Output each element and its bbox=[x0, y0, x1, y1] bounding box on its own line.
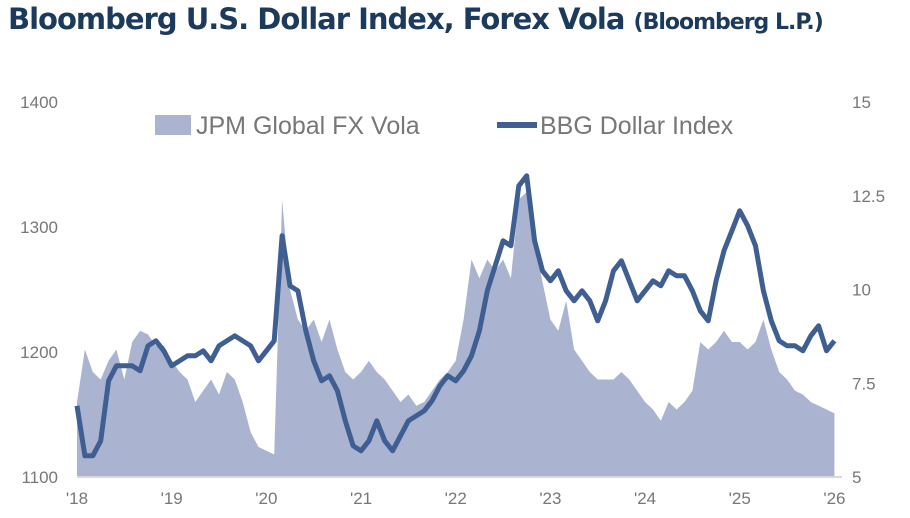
y-left-tick-label: 1200 bbox=[20, 343, 58, 362]
y-left-tick-label: 1100 bbox=[21, 468, 58, 487]
x-tick-label: '25 bbox=[729, 489, 751, 508]
y-left-tick-label: 1400 bbox=[20, 93, 58, 112]
x-tick-label: '22 bbox=[445, 489, 467, 508]
title-text: Bloomberg U.S. Dollar Index, Forex Vola bbox=[8, 2, 625, 36]
y-right-tick-label: 12.5 bbox=[852, 187, 885, 206]
x-tick-label: '24 bbox=[634, 489, 656, 508]
y-right-tick-label: 15 bbox=[852, 93, 871, 112]
legend-swatch-vola bbox=[155, 115, 191, 135]
vola-area bbox=[77, 192, 835, 477]
dollar-index-line bbox=[74, 173, 837, 459]
chart-title: Bloomberg U.S. Dollar Index, Forex Vola … bbox=[8, 2, 824, 36]
y-right-tick-label: 5 bbox=[852, 468, 861, 487]
y-right-tick-label: 7.5 bbox=[852, 374, 876, 393]
x-tick-label: '19 bbox=[161, 489, 183, 508]
legend-label-vola: JPM Global FX Vola bbox=[196, 112, 420, 140]
y-right-tick-label: 10 bbox=[852, 281, 871, 300]
y-left-tick-label: 1300 bbox=[20, 218, 58, 237]
x-tick-label: '21 bbox=[350, 489, 372, 508]
x-tick-label: '18 bbox=[66, 489, 88, 508]
x-tick-label: '26 bbox=[823, 489, 845, 508]
x-tick-label: '20 bbox=[255, 489, 277, 508]
source-text: (Bloomberg L.P.) bbox=[633, 10, 824, 35]
legend: JPM Global FX Vola BBG Dollar Index bbox=[155, 112, 734, 140]
x-tick-label: '23 bbox=[539, 489, 561, 508]
legend-label-dollar: BBG Dollar Index bbox=[540, 112, 734, 140]
